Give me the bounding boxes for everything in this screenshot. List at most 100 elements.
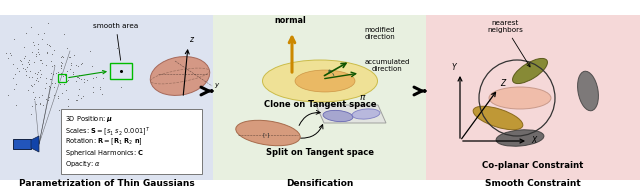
Text: Z: Z <box>500 79 505 88</box>
Ellipse shape <box>489 87 551 109</box>
Point <box>41 63 51 66</box>
Point <box>82 79 92 82</box>
Point <box>35 75 45 78</box>
Point <box>76 62 86 65</box>
Point <box>52 97 63 100</box>
Point <box>34 95 44 99</box>
Point <box>14 69 24 72</box>
Point <box>17 63 27 66</box>
Point <box>46 72 56 75</box>
Point <box>98 76 108 79</box>
Point <box>72 98 82 101</box>
Point <box>28 90 38 93</box>
Point <box>113 47 123 50</box>
Point <box>27 104 37 108</box>
Point <box>79 80 89 83</box>
Point <box>65 55 75 59</box>
Point <box>38 103 48 107</box>
Point <box>35 102 45 105</box>
Point <box>71 79 81 82</box>
Point <box>60 73 70 76</box>
Point <box>17 66 28 70</box>
FancyBboxPatch shape <box>61 109 202 173</box>
Point <box>26 83 36 86</box>
Point <box>24 63 34 66</box>
Point <box>44 95 54 98</box>
Point <box>88 91 98 94</box>
Point <box>74 73 84 76</box>
Ellipse shape <box>236 120 300 146</box>
Ellipse shape <box>473 106 523 130</box>
Point <box>95 85 106 89</box>
Point <box>62 80 72 83</box>
Ellipse shape <box>150 57 210 95</box>
Point <box>42 52 52 55</box>
Point <box>57 54 67 58</box>
FancyBboxPatch shape <box>13 139 31 149</box>
Point <box>27 51 37 54</box>
Point <box>68 72 78 75</box>
Point <box>12 66 22 69</box>
Text: modified
direction: modified direction <box>365 27 396 40</box>
Point <box>8 77 18 80</box>
Point <box>26 26 36 29</box>
Text: $\pi$: $\pi$ <box>359 93 367 102</box>
Point <box>20 68 30 71</box>
Text: accumulated
direction: accumulated direction <box>364 59 410 72</box>
Point <box>74 77 84 80</box>
Point <box>56 67 66 70</box>
Point <box>25 70 35 73</box>
Point <box>45 44 56 47</box>
Point <box>22 66 32 69</box>
Point <box>24 62 34 65</box>
Point <box>32 73 42 76</box>
Point <box>33 33 43 36</box>
Text: Clone on Tangent space: Clone on Tangent space <box>264 100 376 109</box>
Point <box>48 73 58 76</box>
Point <box>36 73 47 76</box>
Point <box>95 87 105 91</box>
Point <box>74 93 84 96</box>
Point <box>66 62 76 65</box>
Point <box>4 52 15 55</box>
Point <box>45 78 56 81</box>
Point <box>61 47 72 50</box>
Point <box>79 78 89 81</box>
Bar <box>426 15 640 180</box>
Point <box>40 86 50 89</box>
Point <box>77 62 87 65</box>
Point <box>12 83 22 86</box>
Point <box>56 91 67 94</box>
Point <box>41 81 51 84</box>
Point <box>39 32 49 35</box>
Point <box>63 75 74 78</box>
Point <box>42 42 52 45</box>
Point <box>56 55 67 58</box>
Point <box>24 59 35 62</box>
Point <box>29 44 40 47</box>
Point <box>8 37 19 40</box>
Point <box>41 97 51 100</box>
Point <box>71 63 81 66</box>
Ellipse shape <box>577 71 598 111</box>
Point <box>33 43 43 46</box>
Point <box>61 111 72 114</box>
Point <box>8 63 18 66</box>
Point <box>3 56 13 60</box>
Point <box>97 92 108 95</box>
Bar <box>0 15 213 180</box>
Point <box>29 83 39 86</box>
Point <box>84 49 95 52</box>
Point <box>33 47 43 51</box>
Point <box>47 64 58 67</box>
Point <box>10 73 20 76</box>
Point <box>63 105 73 108</box>
Point <box>58 75 68 78</box>
Point <box>74 87 84 90</box>
Ellipse shape <box>352 109 380 119</box>
Point <box>20 55 30 58</box>
Point <box>31 54 41 58</box>
Text: $[\cdot]$: $[\cdot]$ <box>262 131 270 140</box>
Point <box>45 59 56 62</box>
Text: Parametrization of Thin Gaussians: Parametrization of Thin Gaussians <box>19 179 195 188</box>
